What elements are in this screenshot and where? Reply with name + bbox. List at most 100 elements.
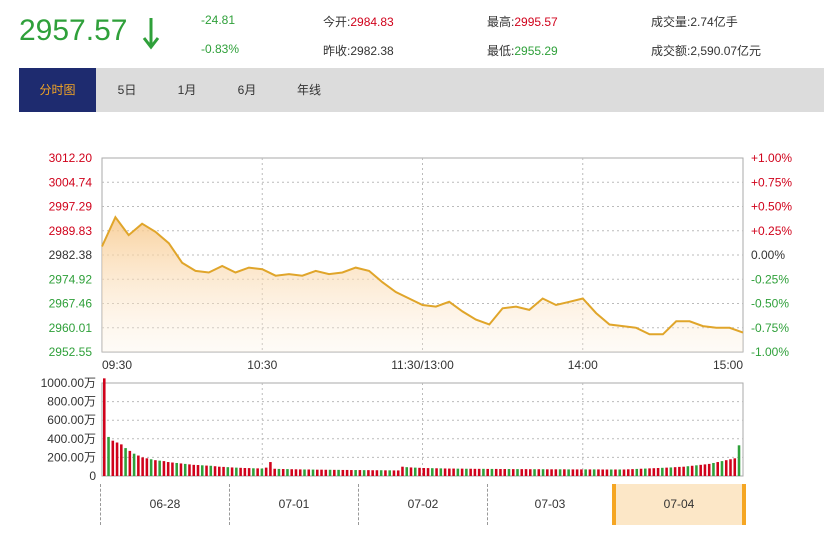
volume-bar: [524, 469, 528, 476]
date-navigator: 06-28 07-01 07-02 07-03 07-04: [100, 484, 746, 525]
time-tick-label: 09:30: [102, 358, 132, 372]
volume-bar: [614, 469, 617, 476]
volume-bar: [477, 468, 481, 476]
volume-bar: [554, 469, 558, 476]
volume-bar: [520, 469, 524, 476]
date-item-active[interactable]: 07-04: [612, 484, 746, 525]
volume-bar: [486, 468, 489, 476]
volume-bar: [482, 468, 485, 476]
volume-tick-label: 600.00万: [47, 413, 96, 427]
volume-bar: [252, 468, 255, 476]
period-tabs: 分时图 5日 1月 6月 年线: [19, 68, 824, 112]
volume-bar: [362, 470, 366, 476]
volume-bar: [563, 469, 566, 476]
volume-bar: [345, 469, 349, 476]
volume-bar: [128, 450, 132, 476]
volume-bar: [678, 466, 681, 476]
volume-bar: [622, 469, 626, 476]
volume-bar: [222, 466, 225, 476]
tab-6month[interactable]: 6月: [237, 83, 257, 97]
date-item[interactable]: 07-01: [229, 484, 358, 525]
volume-bar: [107, 436, 110, 476]
volume-bar: [661, 467, 664, 476]
price-area-fill: [102, 217, 743, 352]
volume-bar: [375, 470, 379, 476]
volume-bar: [307, 469, 311, 476]
volume-bar: [635, 468, 639, 476]
date-item[interactable]: 07-03: [487, 484, 612, 525]
high-label: 最高:: [487, 15, 515, 29]
volume-bar: [724, 460, 728, 476]
volume-bar: [448, 468, 451, 476]
volume-bar: [145, 458, 149, 476]
volume-bar: [567, 469, 570, 476]
volume-bar: [499, 469, 502, 476]
volume-tick-label: 400.00万: [47, 432, 96, 446]
volume-bar: [435, 468, 438, 476]
volume-bar: [733, 458, 737, 476]
time-tick-label: 14:00: [568, 358, 598, 372]
volume-bar: [469, 468, 472, 476]
volume-bar: [256, 468, 259, 476]
percent-tick-label: -0.25%: [751, 272, 789, 286]
volume-bar: [690, 465, 694, 476]
volume-bar: [682, 466, 685, 476]
volume-bar: [298, 469, 302, 476]
volume-bar: [533, 469, 536, 476]
volume-bar: [626, 469, 630, 476]
volume-bar: [154, 460, 157, 476]
volume-bar: [546, 469, 549, 476]
date-item[interactable]: 06-28: [100, 484, 229, 525]
tab-yearly[interactable]: 年线: [296, 83, 321, 97]
volume-bar: [648, 468, 651, 476]
volume-bar: [337, 469, 340, 476]
volume-bar: [737, 445, 741, 476]
volume-bar: [686, 466, 690, 476]
volume-bar: [179, 463, 183, 476]
volume-tick-label: 0: [89, 469, 96, 480]
volume-bar: [631, 469, 634, 476]
volume-bar: [673, 467, 677, 476]
volume-bar: [413, 467, 417, 476]
volume-bar: [149, 459, 153, 476]
volume-bar: [328, 469, 332, 476]
volume-bar: [460, 468, 464, 476]
volume-bar: [311, 469, 315, 476]
volume-bar: [601, 469, 604, 476]
volume-bar: [516, 469, 519, 476]
volume-chart: 1000.00万 800.00万 600.00万 400.00万 200.00万 0: [41, 376, 744, 480]
volume-bar: [716, 462, 719, 476]
volume-bar: [124, 448, 127, 476]
price-change: -24.81: [201, 13, 236, 27]
volume-bar: [379, 470, 383, 476]
volume-bar: [418, 467, 421, 476]
price-tick-label: 2960.01: [49, 321, 93, 335]
volume-bar: [639, 468, 643, 476]
percent-tick-label: +0.75%: [751, 175, 792, 189]
date-item[interactable]: 07-02: [358, 484, 487, 525]
tab-5day[interactable]: 5日: [117, 83, 137, 97]
volume-bar: [529, 469, 532, 476]
tab-intraday[interactable]: 分时图: [19, 68, 96, 112]
volume-bar: [401, 466, 404, 476]
percent-tick-label: +0.25%: [751, 224, 792, 238]
volume-bar: [290, 469, 293, 476]
price-tick-label: 2982.38: [49, 248, 93, 262]
volume-bar: [120, 444, 123, 476]
price-tick-label: 2989.83: [49, 224, 93, 238]
tab-1month[interactable]: 1月: [177, 83, 197, 97]
volume-bar: [537, 469, 541, 476]
low-value: 2955.29: [514, 44, 558, 58]
volume-bar: [200, 465, 204, 477]
percent-tick-label: -0.50%: [751, 297, 789, 311]
volume-bar: [286, 469, 289, 476]
volume-bar: [175, 462, 178, 476]
volume-bar: [699, 464, 702, 476]
volume-bar: [371, 470, 374, 476]
volume-bar: [188, 464, 191, 477]
volume-bar: [712, 462, 715, 476]
low-label: 最低:: [487, 44, 515, 58]
high-value: 2995.57: [514, 15, 558, 29]
volume-bar: [609, 469, 613, 476]
volume-bar: [584, 469, 587, 476]
